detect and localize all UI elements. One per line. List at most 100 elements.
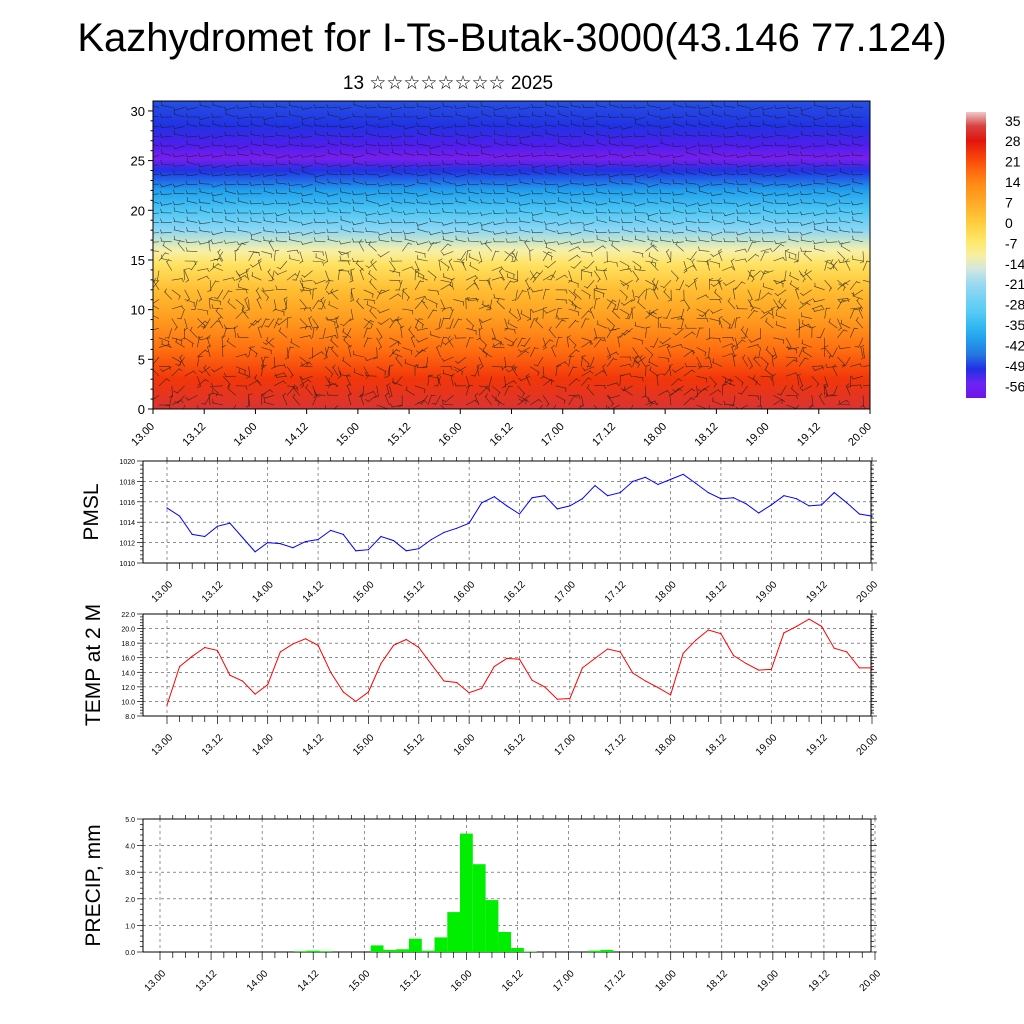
x-tick-label: 14.00 <box>250 732 276 758</box>
x-tick-label: 16.00 <box>436 421 464 449</box>
y-tick-label: 5.0 <box>125 817 135 824</box>
data-point <box>292 547 294 549</box>
x-tick-label: 13.00 <box>150 732 176 758</box>
y-tick-label: 8.0 <box>125 714 135 721</box>
y-tick-label: 10.0 <box>121 699 135 706</box>
data-point <box>380 535 382 538</box>
data-point <box>443 680 445 682</box>
data-point <box>871 667 873 669</box>
data-point <box>518 513 521 515</box>
data-point <box>355 550 357 552</box>
data-point <box>191 533 193 536</box>
precip-bar <box>294 951 307 952</box>
data-point <box>468 522 470 524</box>
data-point <box>191 655 193 657</box>
colorbar-label: 14 <box>1005 174 1021 190</box>
data-point <box>342 533 344 536</box>
x-tick-label: 16.00 <box>449 968 475 994</box>
x-tick-label: 16.12 <box>500 968 526 994</box>
y-tick-label: 1.0 <box>125 923 135 930</box>
data-point <box>481 502 483 504</box>
x-tick-label: 17.12 <box>602 968 628 994</box>
colorbar-label: 28 <box>1005 133 1021 149</box>
page-title: Kazhydromet for I-Ts-Butak-3000(43.146 7… <box>77 16 947 60</box>
data-point <box>682 473 684 475</box>
data-point <box>418 646 420 649</box>
data-point <box>871 515 873 517</box>
data-point <box>405 550 407 552</box>
pmsl-panel: 1010 1012 1014 1016 1018 1020 13.00 13.12 14.00 1… <box>80 457 880 605</box>
data-point <box>204 535 206 538</box>
x-tick-label: 17.00 <box>553 579 579 605</box>
x-tick-label: 14.00 <box>245 968 271 994</box>
data-point <box>821 504 823 506</box>
precip-bar <box>485 900 499 952</box>
data-point <box>342 691 344 693</box>
x-tick-label: 14.00 <box>232 421 260 449</box>
data-point <box>569 505 571 507</box>
x-tick-label: 18.00 <box>653 732 679 758</box>
data-point <box>179 665 181 668</box>
data-point <box>846 502 848 504</box>
data-point <box>619 651 621 653</box>
colorbar-label: 0 <box>1005 215 1013 231</box>
colorbar: 35 28 21 14 7 0 -7 -14 -21 -28 -35 -42 -49 -56 <box>966 112 1024 398</box>
y-tick-label: 22.0 <box>121 612 135 619</box>
precip-bar <box>600 949 614 952</box>
x-tick-label: 19.00 <box>744 421 772 449</box>
data-point <box>304 541 307 543</box>
x-tick-label: 17.00 <box>553 732 579 758</box>
data-point <box>581 667 584 669</box>
data-point <box>670 478 672 480</box>
data-point <box>531 497 533 499</box>
x-tick-label: 17.00 <box>539 421 567 449</box>
data-point <box>657 483 659 486</box>
precip-bar <box>511 948 524 952</box>
data-point <box>393 644 395 646</box>
y-tick-label: 1016 <box>119 500 135 507</box>
x-tick-label: 15.00 <box>351 579 377 605</box>
precip-bar <box>421 950 435 952</box>
y-tick-label: 20 <box>131 203 145 218</box>
data-point <box>846 651 848 653</box>
y-tick-label: 20.0 <box>121 627 135 634</box>
y-tick-label: 4.0 <box>125 844 135 851</box>
colorbar-label: -56 <box>1005 378 1024 394</box>
x-tick-label: 14.12 <box>301 579 327 605</box>
data-point <box>405 638 407 641</box>
y-axis-label: TEMP at 2 M <box>82 604 105 726</box>
data-point <box>518 658 521 660</box>
data-point <box>241 536 244 539</box>
data-point <box>833 492 835 494</box>
x-tick-label: 16.00 <box>452 732 478 758</box>
x-tick-label: 15.12 <box>385 421 413 449</box>
data-point <box>456 681 458 684</box>
data-point <box>682 652 684 654</box>
x-tick-label: 17.12 <box>590 421 618 449</box>
data-point <box>456 527 458 529</box>
precip-bar <box>447 912 461 952</box>
colorbar-label: -21 <box>1005 276 1024 292</box>
x-tick-label: 16.12 <box>502 579 528 605</box>
y-tick-label: 30 <box>131 104 145 119</box>
data-point <box>758 512 760 514</box>
data-point <box>770 504 772 506</box>
data-point <box>493 496 495 498</box>
data-point <box>556 698 558 700</box>
data-point <box>657 687 659 689</box>
grid <box>143 461 873 563</box>
data-point <box>808 618 810 620</box>
colorbar-label: -42 <box>1005 337 1024 353</box>
y-tick-label: 14.0 <box>121 670 135 677</box>
data-point <box>569 697 571 700</box>
x-tick-label: 20.00 <box>855 732 881 758</box>
data-point <box>758 669 760 671</box>
x-tick-label: 13.00 <box>150 579 176 605</box>
precip-bar <box>319 951 333 952</box>
data-point <box>632 672 634 674</box>
data-point <box>607 648 609 650</box>
colorbar-gradient <box>966 112 986 398</box>
data-point <box>393 540 395 542</box>
data-point <box>745 503 747 505</box>
x-tick-label: 14.12 <box>296 968 322 994</box>
